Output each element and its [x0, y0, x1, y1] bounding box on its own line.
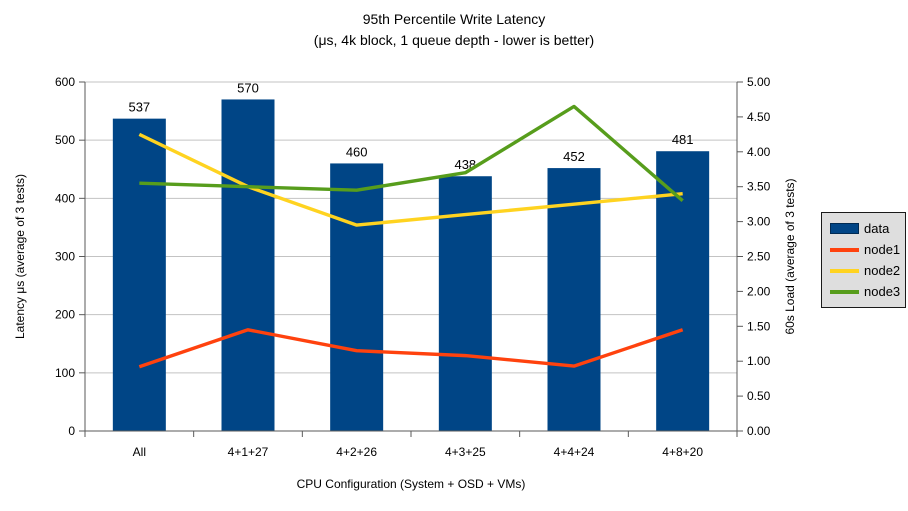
- left-axis-tick-label: 500: [55, 133, 75, 147]
- chart-title: 95th Percentile Write Latency (μs, 4k bl…: [0, 9, 908, 51]
- right-axis-tick-label: 1.50: [747, 319, 771, 333]
- bar-4+2+26: [330, 163, 384, 431]
- line-node2: [138, 132, 683, 227]
- x-category-label: 4+1+27: [228, 445, 269, 459]
- line-node1: [138, 328, 684, 369]
- bar-4+4+24: [547, 168, 601, 431]
- bar-All: [112, 118, 166, 432]
- chart-legend: data node1 node2 node3: [821, 212, 906, 308]
- x-category-label: 4+2+26: [336, 445, 377, 459]
- right-axis-tick-label: 4.00: [747, 145, 771, 159]
- right-axis-tick-label: 2.00: [747, 284, 771, 298]
- x-category-label: 4+3+25: [445, 445, 486, 459]
- bar-value-label: 452: [563, 149, 585, 164]
- bar-value-label: 570: [237, 80, 259, 95]
- left-axis-tick-label: 200: [55, 308, 75, 322]
- line-node3: [139, 104, 684, 202]
- right-axis-tick-label: 5.00: [747, 75, 771, 89]
- x-category-label: 4+4+24: [554, 445, 595, 459]
- x-category-label: 4+8+20: [662, 445, 703, 459]
- left-axis-tick-label: 400: [55, 191, 75, 205]
- right-axis-tick-label: 3.50: [747, 180, 771, 194]
- right-axis-tick-label: 0.00: [747, 424, 771, 438]
- legend-item-node2: node2: [830, 263, 901, 278]
- legend-item-node1: node1: [830, 242, 901, 257]
- bar-value-label: 537: [128, 100, 150, 115]
- right-axis-title: 60s Load (average of 3 tests): [783, 178, 797, 334]
- chart-title-line2: (μs, 4k block, 1 queue depth - lower is …: [313, 32, 595, 48]
- right-axis-tick-label: 0.50: [747, 389, 771, 403]
- left-axis-tick-label: 600: [55, 75, 75, 89]
- bar-value-label: 481: [672, 132, 694, 147]
- legend-swatch-node1: [830, 247, 859, 252]
- bar-4+1+27: [221, 99, 275, 431]
- bar-4+8+20: [656, 151, 710, 432]
- bar-4+3+25: [438, 176, 492, 431]
- legend-label-node1: node1: [864, 242, 901, 257]
- legend-swatch-node3: [830, 289, 859, 294]
- right-axis-tick-label: 3.00: [747, 215, 771, 229]
- left-axis-tick-label: 300: [55, 250, 75, 264]
- left-axis-tick-label: 100: [55, 366, 75, 380]
- legend-swatch-node2: [830, 268, 859, 273]
- legend-label-data: data: [864, 221, 890, 236]
- left-axis-title: Latency μs (average of 3 tests): [13, 174, 27, 339]
- legend-swatch-data: [830, 223, 859, 234]
- right-axis-tick-label: 2.50: [747, 250, 771, 264]
- legend-item-node3: node3: [830, 284, 901, 299]
- bar-value-label: 460: [346, 144, 368, 159]
- chart-title-line1: 95th Percentile Write Latency: [362, 11, 546, 27]
- x-axis-title: CPU Configuration (System + OSD + VMs): [297, 477, 526, 491]
- x-category-label: All: [133, 445, 146, 459]
- right-axis-tick-label: 1.00: [747, 354, 771, 368]
- legend-label-node2: node2: [864, 263, 901, 278]
- legend-label-node3: node3: [864, 284, 901, 299]
- left-axis-tick-label: 0: [68, 424, 75, 438]
- right-axis-tick-label: 4.50: [747, 110, 771, 124]
- legend-item-data: data: [830, 221, 901, 236]
